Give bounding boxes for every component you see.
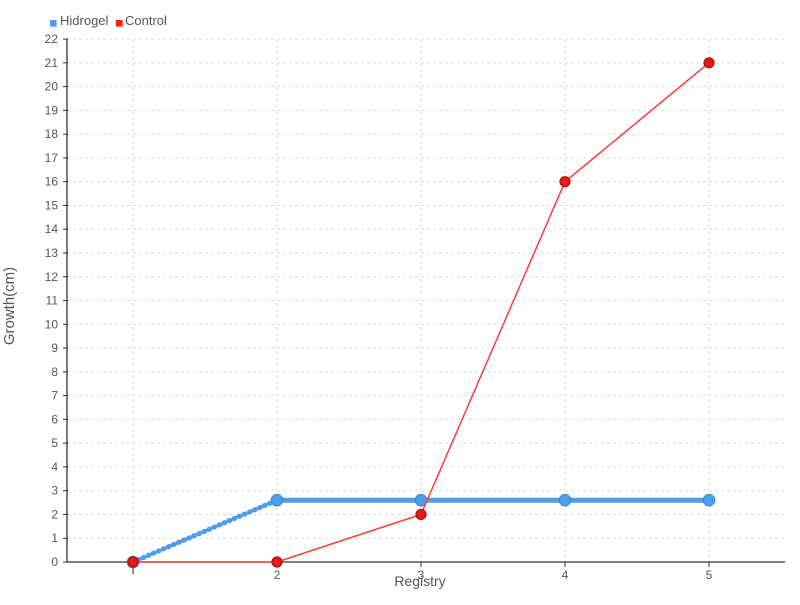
svg-text:0: 0 bbox=[51, 555, 58, 569]
svg-text:Control: Control bbox=[125, 13, 167, 28]
svg-text:15: 15 bbox=[45, 198, 59, 212]
svg-text:22: 22 bbox=[45, 32, 59, 46]
svg-text:Registry: Registry bbox=[394, 573, 445, 589]
svg-text:19: 19 bbox=[45, 103, 59, 117]
svg-text:13: 13 bbox=[45, 246, 59, 260]
svg-text:5: 5 bbox=[706, 568, 713, 582]
svg-text:7: 7 bbox=[51, 389, 58, 403]
svg-text:9: 9 bbox=[51, 341, 58, 355]
svg-text:2: 2 bbox=[274, 568, 281, 582]
svg-text:4: 4 bbox=[562, 568, 569, 582]
svg-text:12: 12 bbox=[45, 270, 59, 284]
svg-text:17: 17 bbox=[45, 151, 59, 165]
svg-text:14: 14 bbox=[45, 222, 59, 236]
svg-text:5: 5 bbox=[51, 436, 58, 450]
svg-text:2: 2 bbox=[51, 507, 58, 521]
svg-text:21: 21 bbox=[45, 56, 59, 70]
svg-text:11: 11 bbox=[46, 294, 59, 308]
svg-text:Hidrogel: Hidrogel bbox=[60, 13, 109, 28]
svg-text:3: 3 bbox=[51, 484, 58, 498]
svg-text:16: 16 bbox=[45, 175, 59, 189]
svg-text:8: 8 bbox=[51, 365, 58, 379]
svg-text:4: 4 bbox=[51, 460, 58, 474]
svg-text:1: 1 bbox=[51, 531, 58, 545]
svg-text:10: 10 bbox=[45, 317, 59, 331]
svg-text:20: 20 bbox=[45, 80, 59, 94]
svg-text:18: 18 bbox=[45, 127, 59, 141]
svg-text:Growth(cm): Growth(cm) bbox=[1, 267, 18, 345]
svg-text:6: 6 bbox=[51, 412, 58, 426]
